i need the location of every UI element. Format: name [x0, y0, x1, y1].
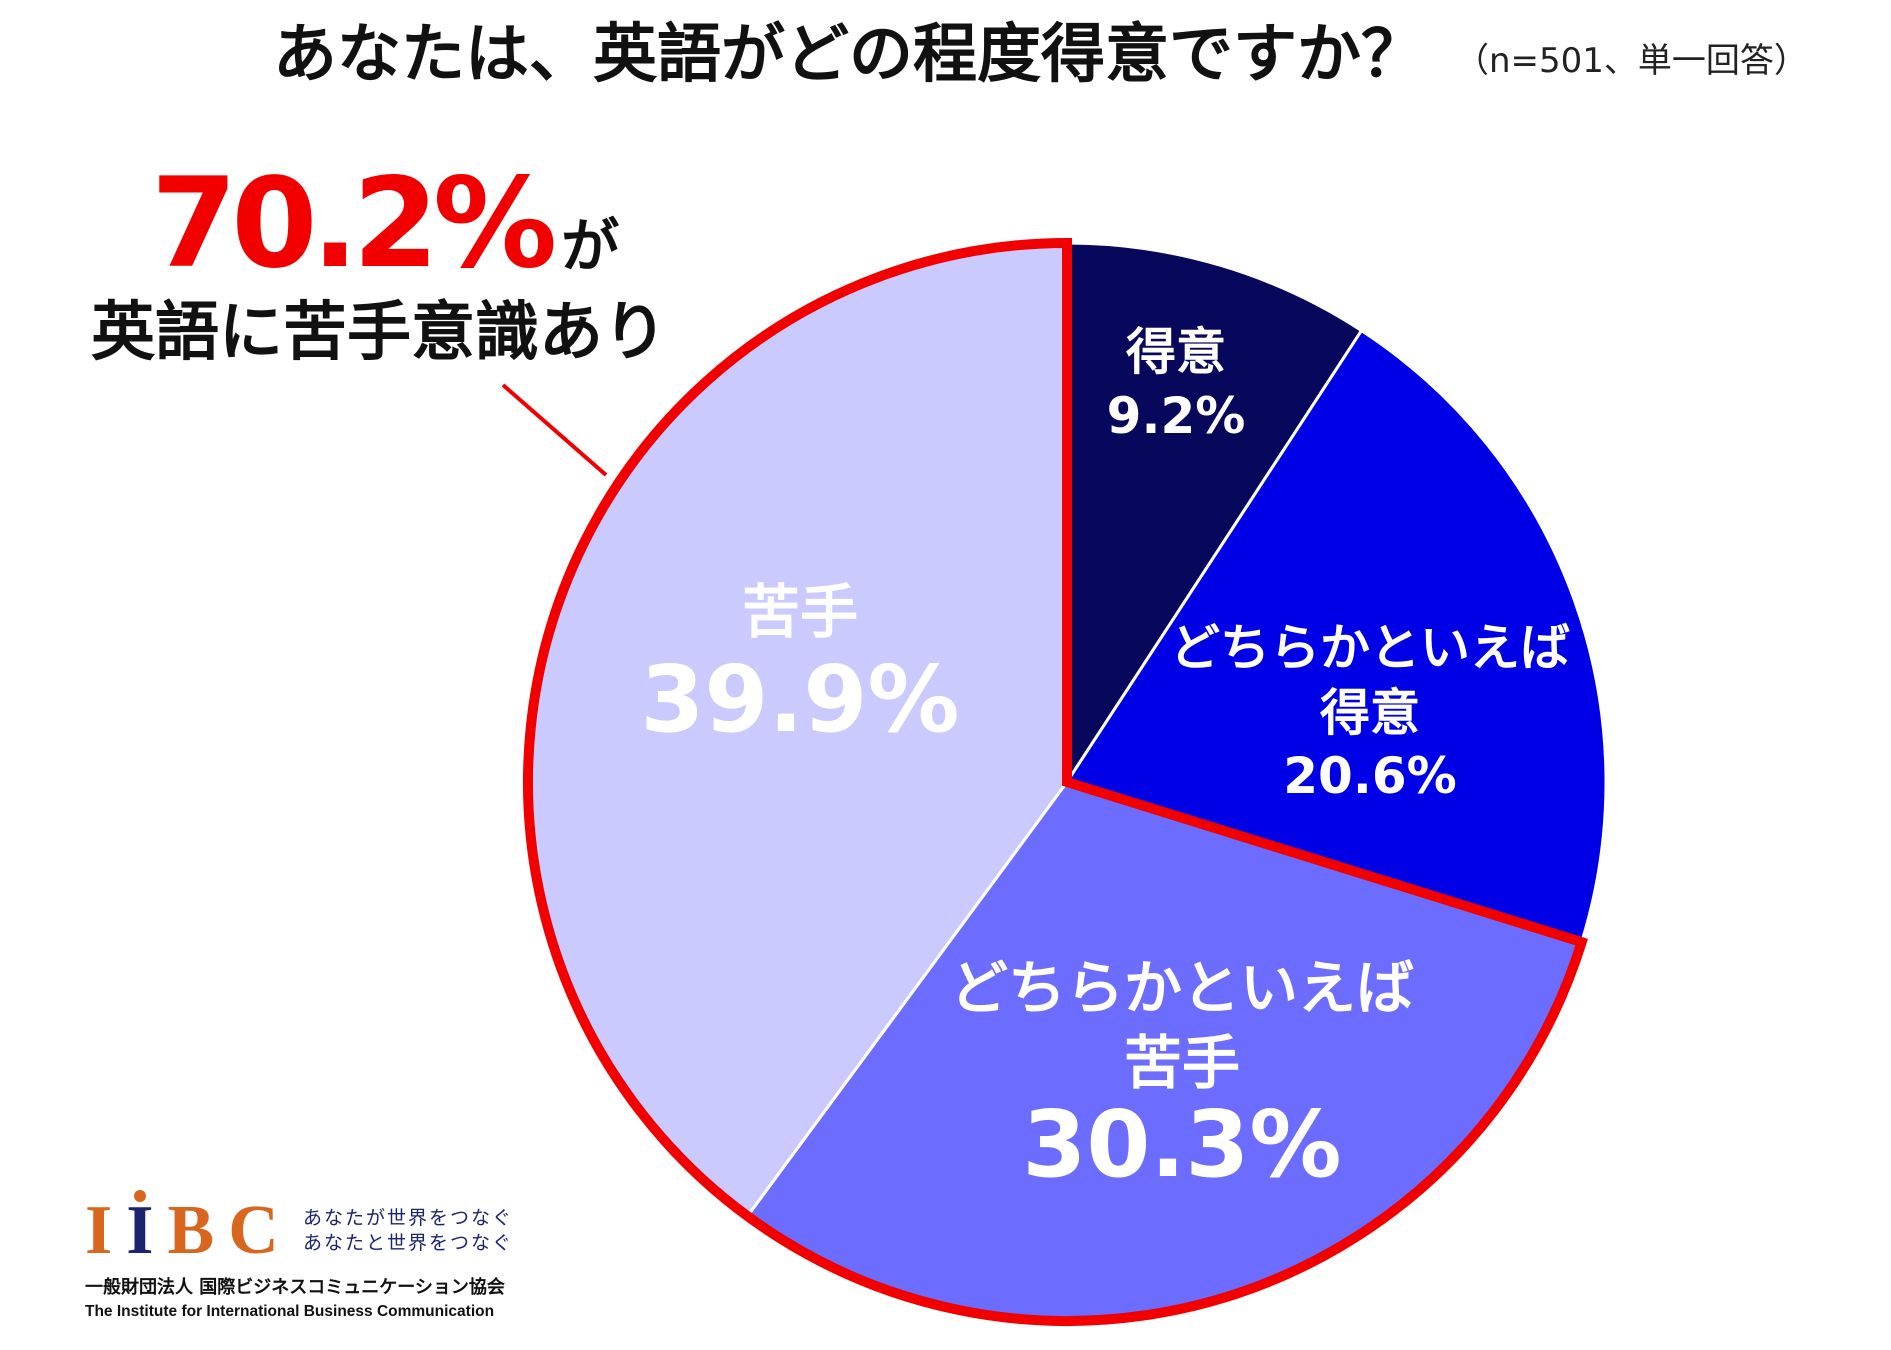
callout-suffix: が	[561, 212, 620, 280]
slice-value-good: 9.2%	[1106, 387, 1246, 445]
logo-letter-4: C	[228, 1192, 293, 1269]
logo-letter-2: I	[126, 1190, 168, 1269]
slice-label-somewhat-weak-line2: 苦手	[1123, 1029, 1241, 1097]
chart-title: あなたは、英語がどの程度得意ですか？	[273, 18, 1425, 92]
slice-label-somewhat-weak-line1: どちらかといえば	[949, 954, 1415, 1022]
callout: 70.2% が	[151, 162, 619, 286]
slice-value-weak: 39.9%	[640, 646, 960, 753]
slice-label-weak: 苦手	[741, 578, 859, 646]
logo-letter-3: B	[167, 1192, 229, 1269]
logo-tagline-line2: あなたと世界をつなぐ	[303, 1232, 514, 1254]
callout-pointer-line	[501, 383, 608, 477]
slice-label-somewhat-good-line2: 得意	[1320, 684, 1420, 742]
pie-slice-good	[1065, 241, 1364, 784]
slice-label-good: 得意	[1126, 323, 1226, 381]
organization-name-en: The Institute for International Business…	[85, 1303, 495, 1320]
slice-value-somewhat-good: 20.6%	[1283, 747, 1457, 805]
pie-slice-somewhat-good	[1065, 329, 1608, 944]
organization-name-ja: 一般財団法人 国際ビジネスコミュニケーション協会	[85, 1277, 505, 1298]
highlight-group	[523, 237, 1588, 1326]
logo-wordmark: IIBC	[85, 1190, 293, 1269]
logo-tagline-line1: あなたが世界をつなぐ	[303, 1207, 514, 1229]
callout-percentage: 70.2%	[151, 152, 557, 296]
chart-subtitle: （n=501、単一回答）	[1455, 41, 1808, 81]
logo-letter-1: I	[85, 1192, 127, 1269]
slice-label-somewhat-good-line1: どちらかといえば	[1170, 619, 1570, 677]
callout-text: 英語に苦手意識あり	[91, 296, 667, 370]
highlight-outline	[523, 237, 1588, 1326]
slice-value-somewhat-weak: 30.3%	[1022, 1091, 1342, 1198]
